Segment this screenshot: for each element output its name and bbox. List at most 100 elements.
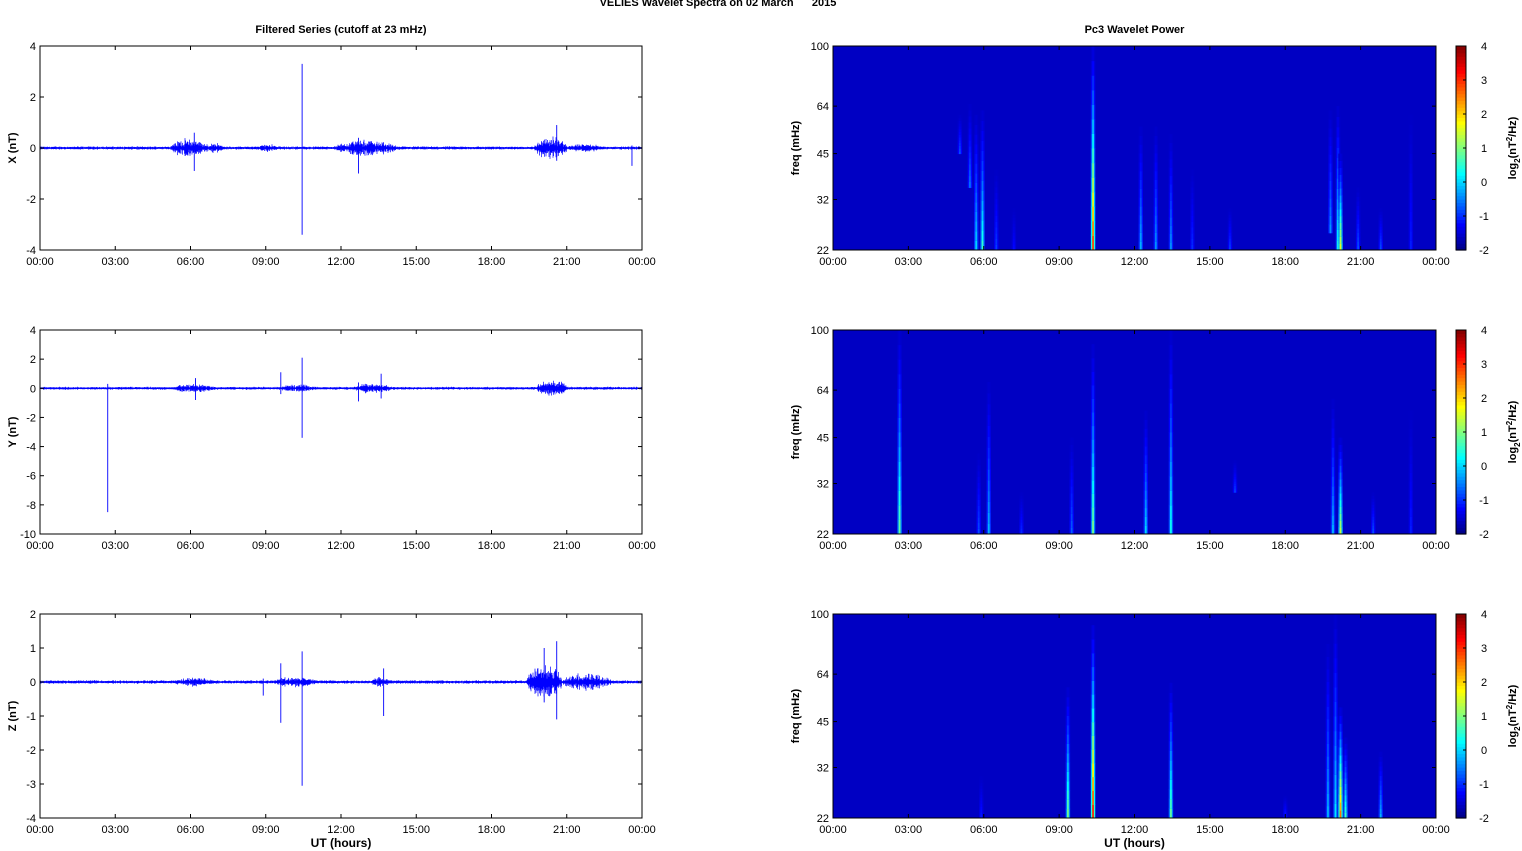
- z-spectrum-streak: [1170, 769, 1172, 780]
- x-spectrum-xtick-label: 12:00: [1121, 256, 1149, 268]
- z-spectrum-streak: [1327, 644, 1329, 657]
- x-spectrum-streak: [958, 136, 961, 141]
- x-spectrum-colorbar-swatch: [1456, 100, 1466, 105]
- x-spectrum-streak: [1013, 238, 1015, 242]
- x-spectrum-streak: [1337, 229, 1339, 241]
- y-spectrum-xtick-label: 03:00: [895, 540, 923, 552]
- z-spectrum-streak: [1170, 808, 1172, 819]
- z-spectrum-colorbar-swatch: [1456, 804, 1466, 809]
- y-spectrum-xtick-label: 15:00: [1196, 540, 1224, 552]
- x-spectrum-streak: [1337, 219, 1339, 230]
- colorbar-label-part: /Hz): [1507, 116, 1519, 137]
- x-spectrum-streak: [1357, 191, 1360, 197]
- x-spectrum-streak: [1409, 221, 1412, 232]
- y-spectrum-streak: [1144, 419, 1147, 429]
- x-series-ytick-label: -4: [26, 245, 36, 257]
- x-spectrum-colorbar-swatch: [1456, 205, 1466, 210]
- colorbar-label-part: 2: [1513, 158, 1522, 163]
- z-spectrum-streak: [1327, 731, 1329, 744]
- z-spectrum-streak: [1327, 681, 1329, 695]
- y-series-plot-area: [40, 330, 642, 534]
- y-spectrum-streak: [1409, 428, 1412, 438]
- y-spectrum-streak: [1020, 528, 1023, 532]
- z-spectrum-streak: [1344, 760, 1347, 767]
- y-spectrum-colorbar-swatch: [1456, 459, 1466, 464]
- x-spectrum-streak: [1154, 241, 1157, 251]
- x-series-xtick-label: 00:00: [628, 256, 656, 268]
- x-spectrum-colorbar-swatch: [1456, 182, 1466, 186]
- z-spectrum-streak: [1092, 721, 1094, 736]
- x-spectrum-streak: [995, 198, 998, 205]
- y-spectrum-streak: [1070, 506, 1073, 514]
- z-spectrum-streak: [1170, 711, 1172, 722]
- y-spectrum-streak: [1339, 513, 1342, 521]
- x-spectrum-streak: [1191, 244, 1194, 251]
- z-spectrum-streak: [1379, 799, 1382, 805]
- y-spectrum-streak: [987, 381, 990, 394]
- z-spectrum-streak: [1067, 724, 1069, 735]
- x-spectrum-streak: [1092, 206, 1094, 222]
- x-spectrum-ytick-label: 64: [817, 101, 829, 113]
- y-spectrum-streak: [1372, 525, 1375, 529]
- z-spectrum-streak: [1284, 801, 1287, 805]
- z-spectrum-colorbar-swatch: [1456, 733, 1466, 737]
- x-spectrum-streak: [975, 134, 978, 145]
- y-spectrum-colorbar-tick-label: 2: [1481, 393, 1487, 405]
- z-series-ytick-label: -2: [26, 745, 36, 757]
- z-spectrum-colorbar-swatch: [1456, 777, 1466, 782]
- z-spectrum-colorbar-swatch: [1456, 753, 1466, 758]
- x-spectrum-streak: [958, 139, 961, 144]
- y-spectrum-colorbar-swatch: [1456, 347, 1466, 351]
- x-spectrum-streak: [995, 175, 998, 182]
- y-spectrum-streak: [977, 499, 980, 506]
- y-spectrum-streak: [987, 468, 990, 481]
- z-series-xtick-label: 03:00: [101, 824, 129, 836]
- x-spectrum-streak: [1229, 220, 1231, 224]
- x-spectrum-streak: [1409, 153, 1412, 164]
- y-spectrum-colorbar-swatch: [1456, 520, 1466, 525]
- z-spectrum-streak: [1092, 680, 1094, 695]
- y-spectrum-streak: [1234, 464, 1236, 468]
- x-spectrum-streak: [1329, 180, 1332, 190]
- x-spectrum-streak: [1329, 154, 1332, 164]
- x-spectrum-streak: [1191, 180, 1194, 188]
- x-spectrum-streak: [1013, 244, 1015, 248]
- x-spectrum-colorbar-swatch: [1456, 83, 1466, 88]
- y-spectrum-colorbar-swatch: [1456, 364, 1466, 368]
- x-spectrum-streak: [981, 200, 984, 211]
- z-spectrum-streak: [1170, 740, 1172, 751]
- y-spectrum-colorbar-swatch: [1456, 500, 1466, 504]
- y-spectrum-streak: [1332, 466, 1334, 477]
- z-spectrum-colorbar-swatch: [1456, 631, 1466, 635]
- y-spectrum-ytick-label: 22: [817, 529, 829, 541]
- z-spectrum-xtick-label: 00:00: [819, 824, 847, 836]
- z-spectrum-streak: [1344, 766, 1347, 773]
- y-spectrum-xtick-label: 00:00: [1422, 540, 1450, 552]
- x-spectrum-streak: [1191, 175, 1194, 182]
- x-spectrum-streak: [1013, 220, 1015, 224]
- z-spectrum-streak: [1170, 789, 1172, 800]
- z-spectrum-streak: [1327, 656, 1329, 670]
- x-spectrum-streak: [1379, 247, 1382, 251]
- z-spectrum-streak: [1344, 737, 1347, 744]
- y-series-xtick-label: 12:00: [327, 540, 355, 552]
- x-spectrum-streak: [969, 151, 971, 159]
- z-spectrum-streak: [1379, 751, 1382, 757]
- y-spectrum-streak: [1339, 527, 1342, 535]
- y-spectrum-colorbar-swatch: [1456, 421, 1466, 426]
- x-spectrum-colorbar-swatch: [1456, 233, 1466, 237]
- z-spectrum-colorbar-swatch: [1456, 702, 1466, 707]
- x-spectrum-streak: [1092, 191, 1094, 207]
- z-spectrum-colorbar-swatch: [1456, 722, 1466, 727]
- y-spectrum-streak: [1170, 344, 1172, 360]
- y-spectrum-streak: [1070, 437, 1073, 445]
- x-spectrum-streak: [1337, 157, 1339, 169]
- y-spectrum-streak: [1332, 408, 1334, 419]
- x-spectrum-streak: [969, 175, 971, 182]
- y-spectrum-streak: [1409, 454, 1412, 464]
- y-spectrum-streak: [1092, 479, 1094, 494]
- z-spectrum-streak: [1327, 793, 1329, 807]
- y-spectrum-streak: [1170, 461, 1172, 477]
- z-spectrum-streak: [1327, 780, 1329, 794]
- x-spectrum-streak: [1092, 46, 1094, 62]
